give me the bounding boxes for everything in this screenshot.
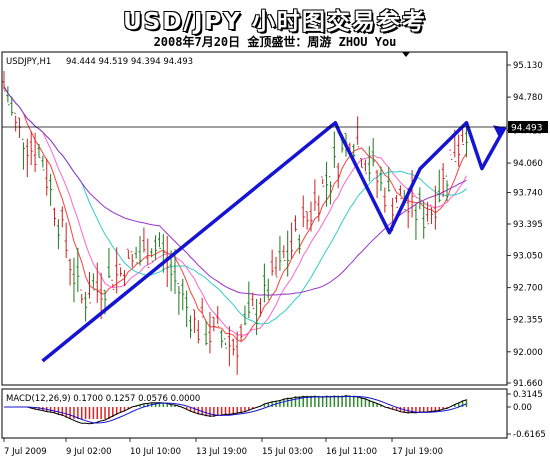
moving-average-lines <box>3 86 467 343</box>
y-tick-label: 91.660 <box>513 379 543 389</box>
macd-lines <box>4 395 467 425</box>
x-tick-label: 15 Jul 03:00 <box>262 447 313 457</box>
forecast-line <box>41 120 507 363</box>
forecast-arrowhead-icon <box>493 125 505 138</box>
x-tick-label: 9 Jul 02:00 <box>66 447 112 457</box>
time-axis: 7 Jul 2009 9 Jul 02:00 10 Jul 10:00 13 Jul … <box>3 438 443 457</box>
y-tick-label: 93.050 <box>513 252 543 262</box>
x-tick-label: 10 Jul 10:00 <box>130 447 181 457</box>
y-tick-label: 93.395 <box>513 220 543 230</box>
x-tick-label: 16 Jul 11:00 <box>326 447 377 457</box>
macd-label: MACD(12,26,9) 0.1700 0.1257 0.0576 0.000… <box>6 394 200 404</box>
page-subtitle: 2008年7月20日 金顶盛世：周游 ZHOU You <box>153 35 397 49</box>
macd-tick-label: 0.3145 <box>513 390 543 400</box>
macd-tick-label: 0.00 <box>513 403 532 413</box>
moving-average-line <box>3 86 467 296</box>
x-tick-label: 7 Jul 2009 <box>4 447 47 457</box>
y-tick-label: 92.000 <box>513 348 543 358</box>
x-tick-label: 13 Jul 19:00 <box>196 447 247 457</box>
price-axis: 95.13094.78094.41594.06093.74093.39593.0… <box>507 61 543 389</box>
forecast-path <box>41 120 507 363</box>
x-tick-label: 17 Jul 19:00 <box>392 447 443 457</box>
scroll-marker-icon <box>402 52 410 57</box>
y-tick-label: 94.780 <box>513 93 543 103</box>
y-tick-label: 94.060 <box>513 159 543 169</box>
y-tick-label: 92.700 <box>513 284 543 294</box>
macd-signal-line <box>4 395 467 424</box>
macd-axis: 0.3145 0.00 -0.6165 <box>507 390 546 440</box>
moving-average-line <box>3 86 467 343</box>
macd-tick-label: -0.6165 <box>513 430 546 440</box>
y-tick-label: 95.130 <box>513 61 543 71</box>
last-price-label: 94.493 <box>511 124 543 134</box>
page-title: USD/JPY 小时图交易参考 <box>123 9 427 35</box>
symbol-label: USDJPY,H1 <box>6 57 51 67</box>
moving-average-line <box>3 86 467 336</box>
macd-line <box>4 395 467 425</box>
ohlc-header: 94.444 94.519 94.394 94.493 <box>66 57 193 67</box>
price-bars <box>2 70 468 375</box>
last-price-box <box>508 121 548 133</box>
y-tick-label: 93.740 <box>513 188 543 198</box>
y-tick-label: 92.355 <box>513 315 543 325</box>
